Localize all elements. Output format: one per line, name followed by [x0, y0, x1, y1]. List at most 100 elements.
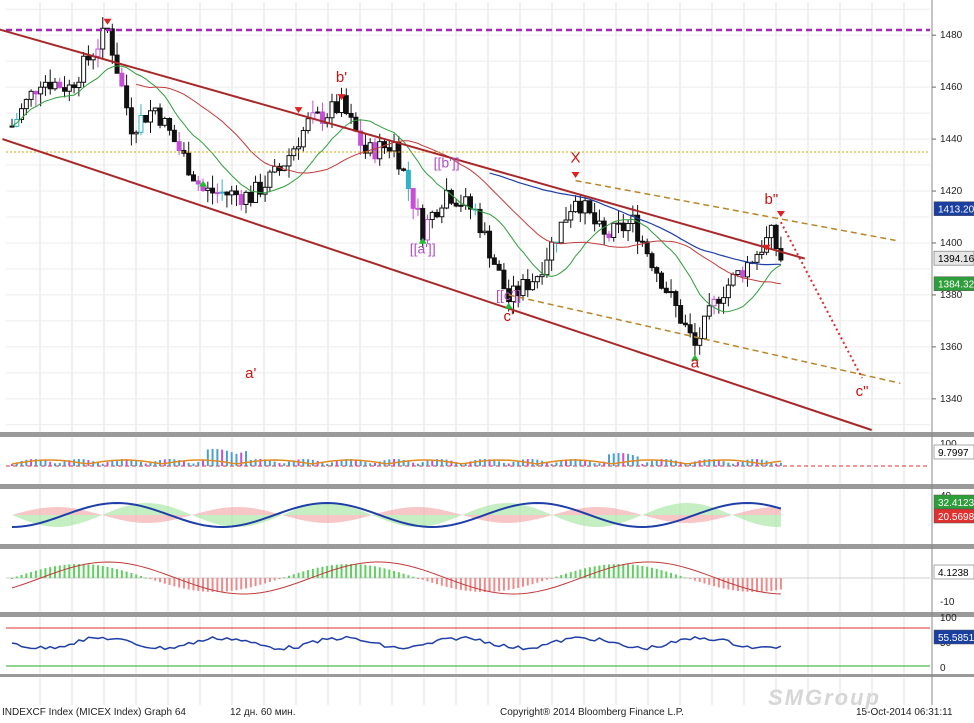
histogram-bar: [259, 459, 262, 466]
histogram-bar: [283, 577, 286, 579]
histogram-bar: [440, 578, 443, 586]
candle-body: [549, 241, 555, 261]
candle-body: [515, 285, 521, 297]
histogram-bar: [416, 463, 419, 466]
histogram-bar: [101, 565, 104, 578]
histogram-bar: [68, 564, 71, 578]
histogram-bar: [159, 578, 162, 583]
indicator-panels: [0, 432, 974, 677]
candle-body: [678, 305, 684, 324]
histogram-bar: [655, 568, 658, 578]
indicator-tag-label: 20.5698: [938, 512, 974, 523]
histogram-bar: [273, 578, 276, 581]
indicator-line: [11, 635, 782, 651]
histogram-bar: [264, 459, 267, 466]
candle-body: [534, 276, 540, 283]
histogram-bar: [541, 578, 544, 582]
histogram-bar: [11, 578, 13, 579]
histogram-bar: [407, 575, 410, 578]
histogram-bar: [455, 461, 458, 466]
histogram-bar: [278, 578, 281, 579]
candle-body: [701, 315, 707, 340]
histogram-bar: [388, 569, 391, 578]
histogram-bar: [87, 459, 90, 466]
candle-body: [128, 107, 134, 135]
histogram-bar: [741, 578, 744, 592]
moving-average-red: [136, 83, 781, 285]
candle-body: [214, 192, 220, 195]
histogram-bar: [96, 462, 99, 466]
histogram-bar: [522, 578, 525, 587]
candle-body: [171, 129, 177, 143]
histogram-bar: [116, 569, 119, 578]
histogram-bar: [665, 571, 668, 578]
candle-body: [66, 84, 72, 92]
candle-body: [520, 278, 526, 297]
histogram-bar: [507, 463, 510, 466]
histogram-bar: [39, 569, 42, 578]
candle-body: [759, 251, 765, 255]
candle-body: [138, 114, 144, 133]
histogram-bar: [564, 459, 567, 466]
histogram-bar: [660, 459, 663, 466]
candle-body: [725, 284, 731, 299]
histogram-bar: [63, 461, 66, 466]
histogram-bar: [259, 578, 262, 585]
candle-body: [744, 262, 750, 278]
histogram-bar: [278, 463, 281, 466]
histogram-bar: [574, 459, 577, 466]
price-axis: 1340 1360 1380 1400 1420 1440 1460 1480 1413.20 1…: [931, 0, 974, 705]
histogram-bar: [20, 574, 23, 578]
histogram-bar: [459, 463, 462, 466]
histogram-bar: [354, 564, 357, 578]
candle-body: [124, 85, 130, 109]
indicator-tag-label: 55.5851: [938, 633, 974, 644]
candle-body: [52, 81, 58, 90]
histogram-bar: [225, 578, 228, 592]
candle-body: [377, 141, 383, 160]
candle-body: [510, 285, 516, 303]
indicator-tag-label: 4.1238: [938, 568, 969, 579]
candle-body: [396, 141, 402, 170]
period-label: 12 дн. 60 мин.: [230, 707, 296, 718]
histogram-bar: [73, 564, 76, 578]
histogram-bar: [713, 578, 716, 587]
histogram-bar: [211, 449, 214, 466]
histogram-bar: [230, 578, 233, 591]
histogram-bar: [674, 574, 677, 578]
candle-body: [596, 220, 602, 225]
histogram-bar: [779, 462, 782, 466]
histogram-bar: [479, 459, 482, 466]
histogram-bar: [245, 451, 248, 466]
histogram-bar: [593, 463, 596, 466]
histogram-bar: [455, 578, 458, 590]
histogram-bar: [240, 578, 243, 590]
indicator-axis-label: 0: [940, 663, 946, 674]
histogram-bar: [416, 578, 419, 579]
histogram-bar: [149, 462, 152, 466]
histogram-bar: [373, 463, 376, 466]
histogram-bar: [483, 578, 486, 592]
histogram-bar: [235, 578, 238, 591]
histogram-bar: [607, 564, 610, 578]
candle-body: [668, 291, 674, 294]
histogram-bar: [34, 570, 37, 578]
histogram-bar: [536, 459, 539, 466]
candle-body: [47, 81, 53, 90]
histogram-bar: [708, 578, 711, 585]
histogram-bar: [756, 578, 759, 592]
histogram-bar: [345, 564, 348, 578]
histogram-bar: [302, 571, 305, 578]
axis-tick-label: 1480: [940, 30, 963, 41]
histogram-bar: [240, 452, 243, 466]
histogram-bar: [684, 463, 687, 466]
histogram-bar: [703, 459, 706, 466]
histogram-bar: [182, 578, 185, 589]
candle-body: [654, 267, 660, 274]
watermark-logo: SMGroup: [768, 685, 881, 710]
histogram-bar: [469, 578, 472, 592]
indicator-axis-label: 100: [940, 613, 957, 624]
axis-tick-label: 1400: [940, 238, 963, 249]
histogram-bar: [474, 460, 477, 466]
